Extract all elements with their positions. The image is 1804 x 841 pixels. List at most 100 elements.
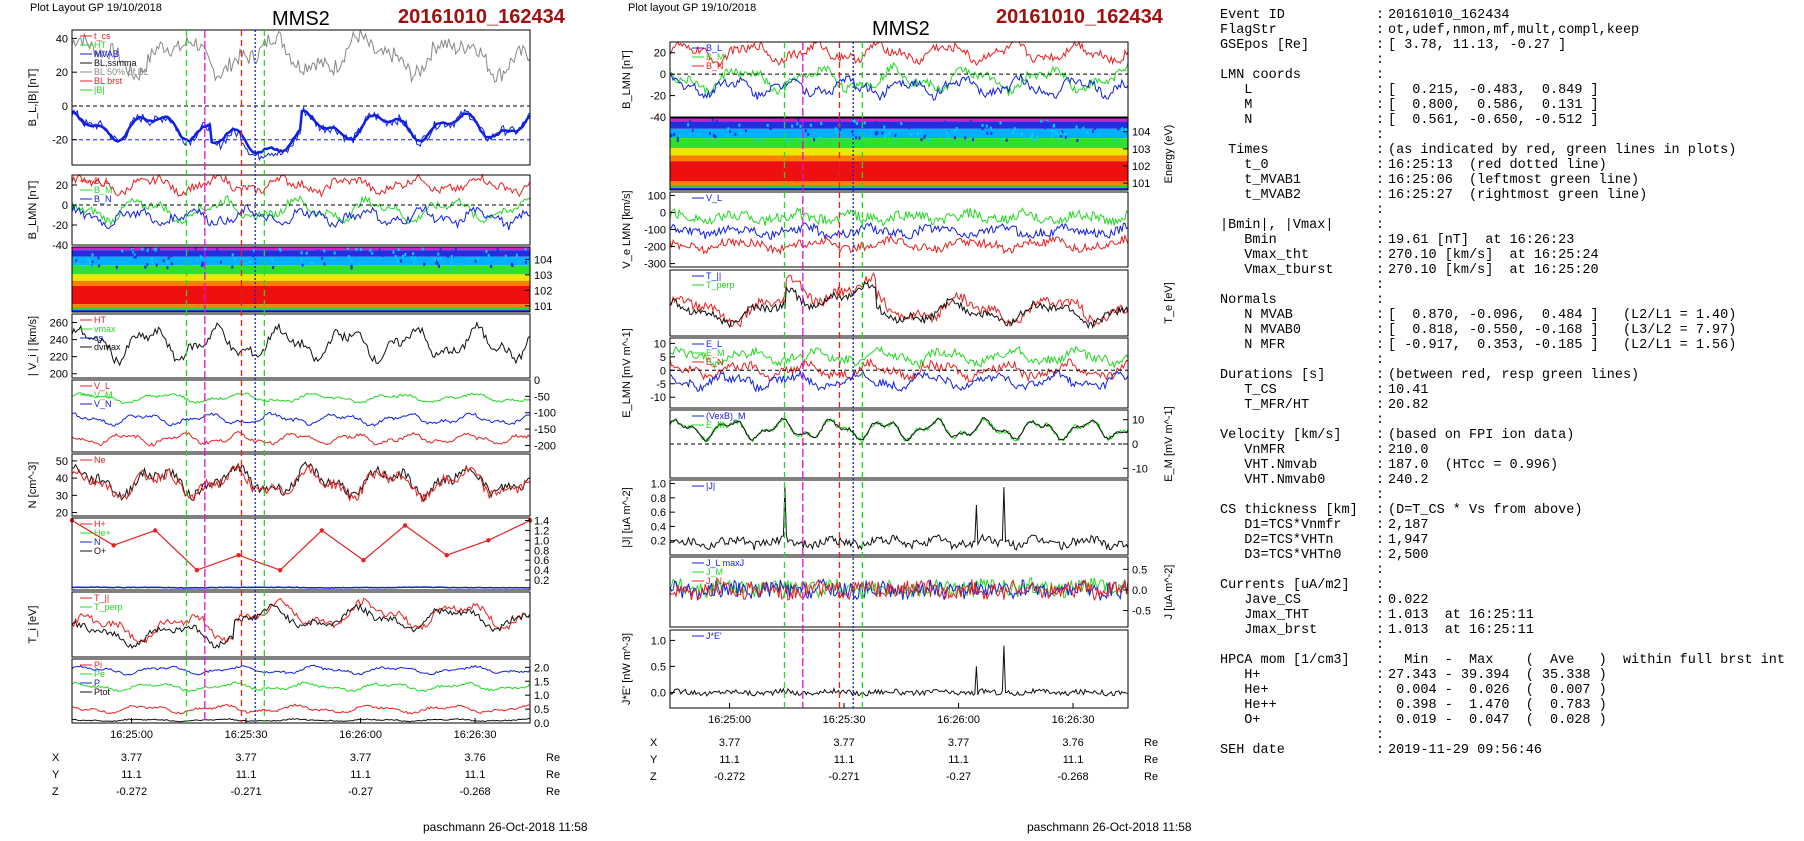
left-panel-8-tick-label: 0.0 [534, 718, 549, 730]
left-panel-6-tick-label: 0.6 [534, 555, 549, 567]
middle-panel-1-speckle [691, 128, 694, 132]
middle-event-label: 20161010_162434 [996, 6, 1163, 28]
summary-value: [ 0.818, -0.550, -0.168 ] (L3/L2 = 7.97) [1388, 323, 1737, 338]
middle-panel-4-tick-label: 0 [660, 365, 666, 377]
middle-ephem-value: -0.271 [828, 771, 859, 783]
left-panel-5-tick-label: 30 [56, 490, 68, 502]
middle-panel-1-tick-label: 101 [1132, 178, 1150, 190]
summary-row: : [1220, 638, 1800, 653]
middle-ephem-value: 11.1 [948, 754, 969, 766]
left-panel-2-speckle [310, 262, 313, 266]
left-panel-2-speckle [154, 247, 157, 251]
left-panel-6-hplus-point [361, 558, 366, 563]
middle-panel-7-legend-label: J_M [706, 567, 723, 577]
middle-panel-1-band [670, 138, 1128, 149]
middle-panel-3-legend-label: T_|| [706, 271, 721, 281]
summary-value: 2,187 [1388, 518, 1429, 533]
left-panel-2-speckle [437, 252, 440, 256]
summary-key: VHT.Nmvab0 [1220, 473, 1326, 488]
middle-panel-1-speckle [757, 138, 760, 142]
middle-panel-8-tick-label: 1.0 [651, 635, 666, 647]
middle-panel-1-speckle [696, 125, 699, 129]
summary-value: 0.004 - 0.026 ( 0.007 ) [1388, 683, 1607, 698]
left-panel-2-speckle [423, 262, 426, 266]
left-panel-2-speckle [162, 259, 165, 263]
left-panel-2-speckle [360, 247, 363, 251]
summary-row: T_CS:10.41 [1220, 383, 1800, 398]
middle-panel-1-speckle [909, 132, 912, 136]
left-panel-2-speckle [406, 263, 409, 267]
summary-key: Jave_CS [1220, 593, 1302, 608]
summary-key: Velocity [km/s] [1220, 428, 1342, 443]
left-panel-2-band [72, 274, 530, 281]
summary-row: Jmax_brst:1.013 at 16:25:11 [1220, 623, 1800, 638]
left-panel-2-speckle [378, 248, 381, 252]
left-panel-4-tick-label: 0 [534, 375, 540, 387]
left-panel-2-speckle [87, 257, 90, 261]
middle-panel-0-frame [669, 41, 1129, 118]
middle-panel-3-tpar [669, 272, 1129, 328]
middle-panel-1-speckle [1031, 131, 1034, 135]
summary-colon: : [1376, 653, 1385, 668]
middle-panel-1-tick-label: 102 [1132, 161, 1150, 173]
middle-panel-1-speckle [989, 126, 992, 130]
middle-panel-1-speckle [763, 123, 766, 127]
middle-panel-1-speckle [955, 126, 958, 130]
summary-colon: : [1376, 398, 1385, 413]
summary-row: : [1220, 278, 1800, 293]
left-panel-2-speckle [496, 247, 499, 251]
middle-panel-1-speckle [1052, 124, 1055, 128]
summary-key: O+ [1220, 713, 1261, 728]
middle-panel-1-speckle [1124, 128, 1127, 132]
middle-panel-1-speckle [1121, 127, 1124, 131]
summary-colon: : [1376, 293, 1385, 308]
middle-panel-1-speckle [860, 122, 863, 126]
middle-panel-1-speckle [1051, 134, 1054, 138]
left-panel-2-speckle [350, 266, 353, 270]
summary-colon: : [1376, 353, 1385, 368]
summary-value: 187.0 (HTcc = 0.996) [1388, 458, 1559, 473]
summary-colon: : [1376, 233, 1385, 248]
middle-panel-1-speckle [946, 130, 949, 134]
middle-panel-1-speckle [739, 132, 742, 136]
middle-panel-1-speckle [920, 129, 923, 133]
left-time-label: 16:25:30 [225, 729, 268, 741]
middle-panel-1-speckle [894, 133, 897, 137]
left-panel-7-tpar [71, 597, 531, 645]
middle-panel-1-speckle [851, 130, 854, 134]
middle-panel-1-speckle [972, 138, 975, 142]
middle-panel-1-speckle [1044, 126, 1047, 130]
left-panel-2-speckle [301, 263, 304, 267]
left-panel-2-speckle [216, 248, 219, 252]
summary-value: 210.0 [1388, 443, 1429, 458]
middle-panel-4-tick-label: 10 [654, 338, 666, 350]
summary-key: D3=TCS*VHTn0 [1220, 548, 1342, 563]
left-ephem-axis-label: Y [52, 769, 60, 781]
middle-panel-1-speckle [1032, 137, 1035, 141]
left-panel-2-tick-label: 103 [534, 270, 552, 282]
left-panel-2-speckle [319, 253, 322, 257]
left-panel-1-tick-label: -40 [52, 240, 68, 252]
left-panel-2-band [72, 265, 530, 275]
middle-panel-4-frame [669, 337, 1129, 409]
middle-panel-1-speckle [1012, 123, 1015, 127]
left-panel-2-speckle [487, 254, 490, 258]
middle-ephem-value: 3.77 [833, 737, 854, 749]
summary-row: D3=TCS*VHTn0:2,500 [1220, 548, 1800, 563]
left-panel-2-speckle [157, 248, 160, 252]
left-panel-8-ptot [71, 717, 531, 723]
middle-panel-1-speckle [809, 123, 812, 127]
middle-panel-6-tick-label: 0.4 [651, 521, 666, 533]
middle-ephem-unit: Re [1144, 737, 1158, 749]
summary-colon: : [1376, 503, 1385, 518]
summary-key: He+ [1220, 683, 1269, 698]
left-panel-2-speckle [490, 264, 493, 268]
summary-value: 270.10 [km/s] at 16:25:24 [1388, 248, 1599, 263]
summary-colon: : [1376, 563, 1385, 578]
middle-panel-1-speckle [738, 123, 741, 127]
summary-colon: : [1376, 158, 1385, 173]
middle-panel-1-speckle [1022, 124, 1025, 128]
left-panel-5-frame [71, 453, 531, 517]
summary-key: D1=TCS*Vnmfr [1220, 518, 1342, 533]
